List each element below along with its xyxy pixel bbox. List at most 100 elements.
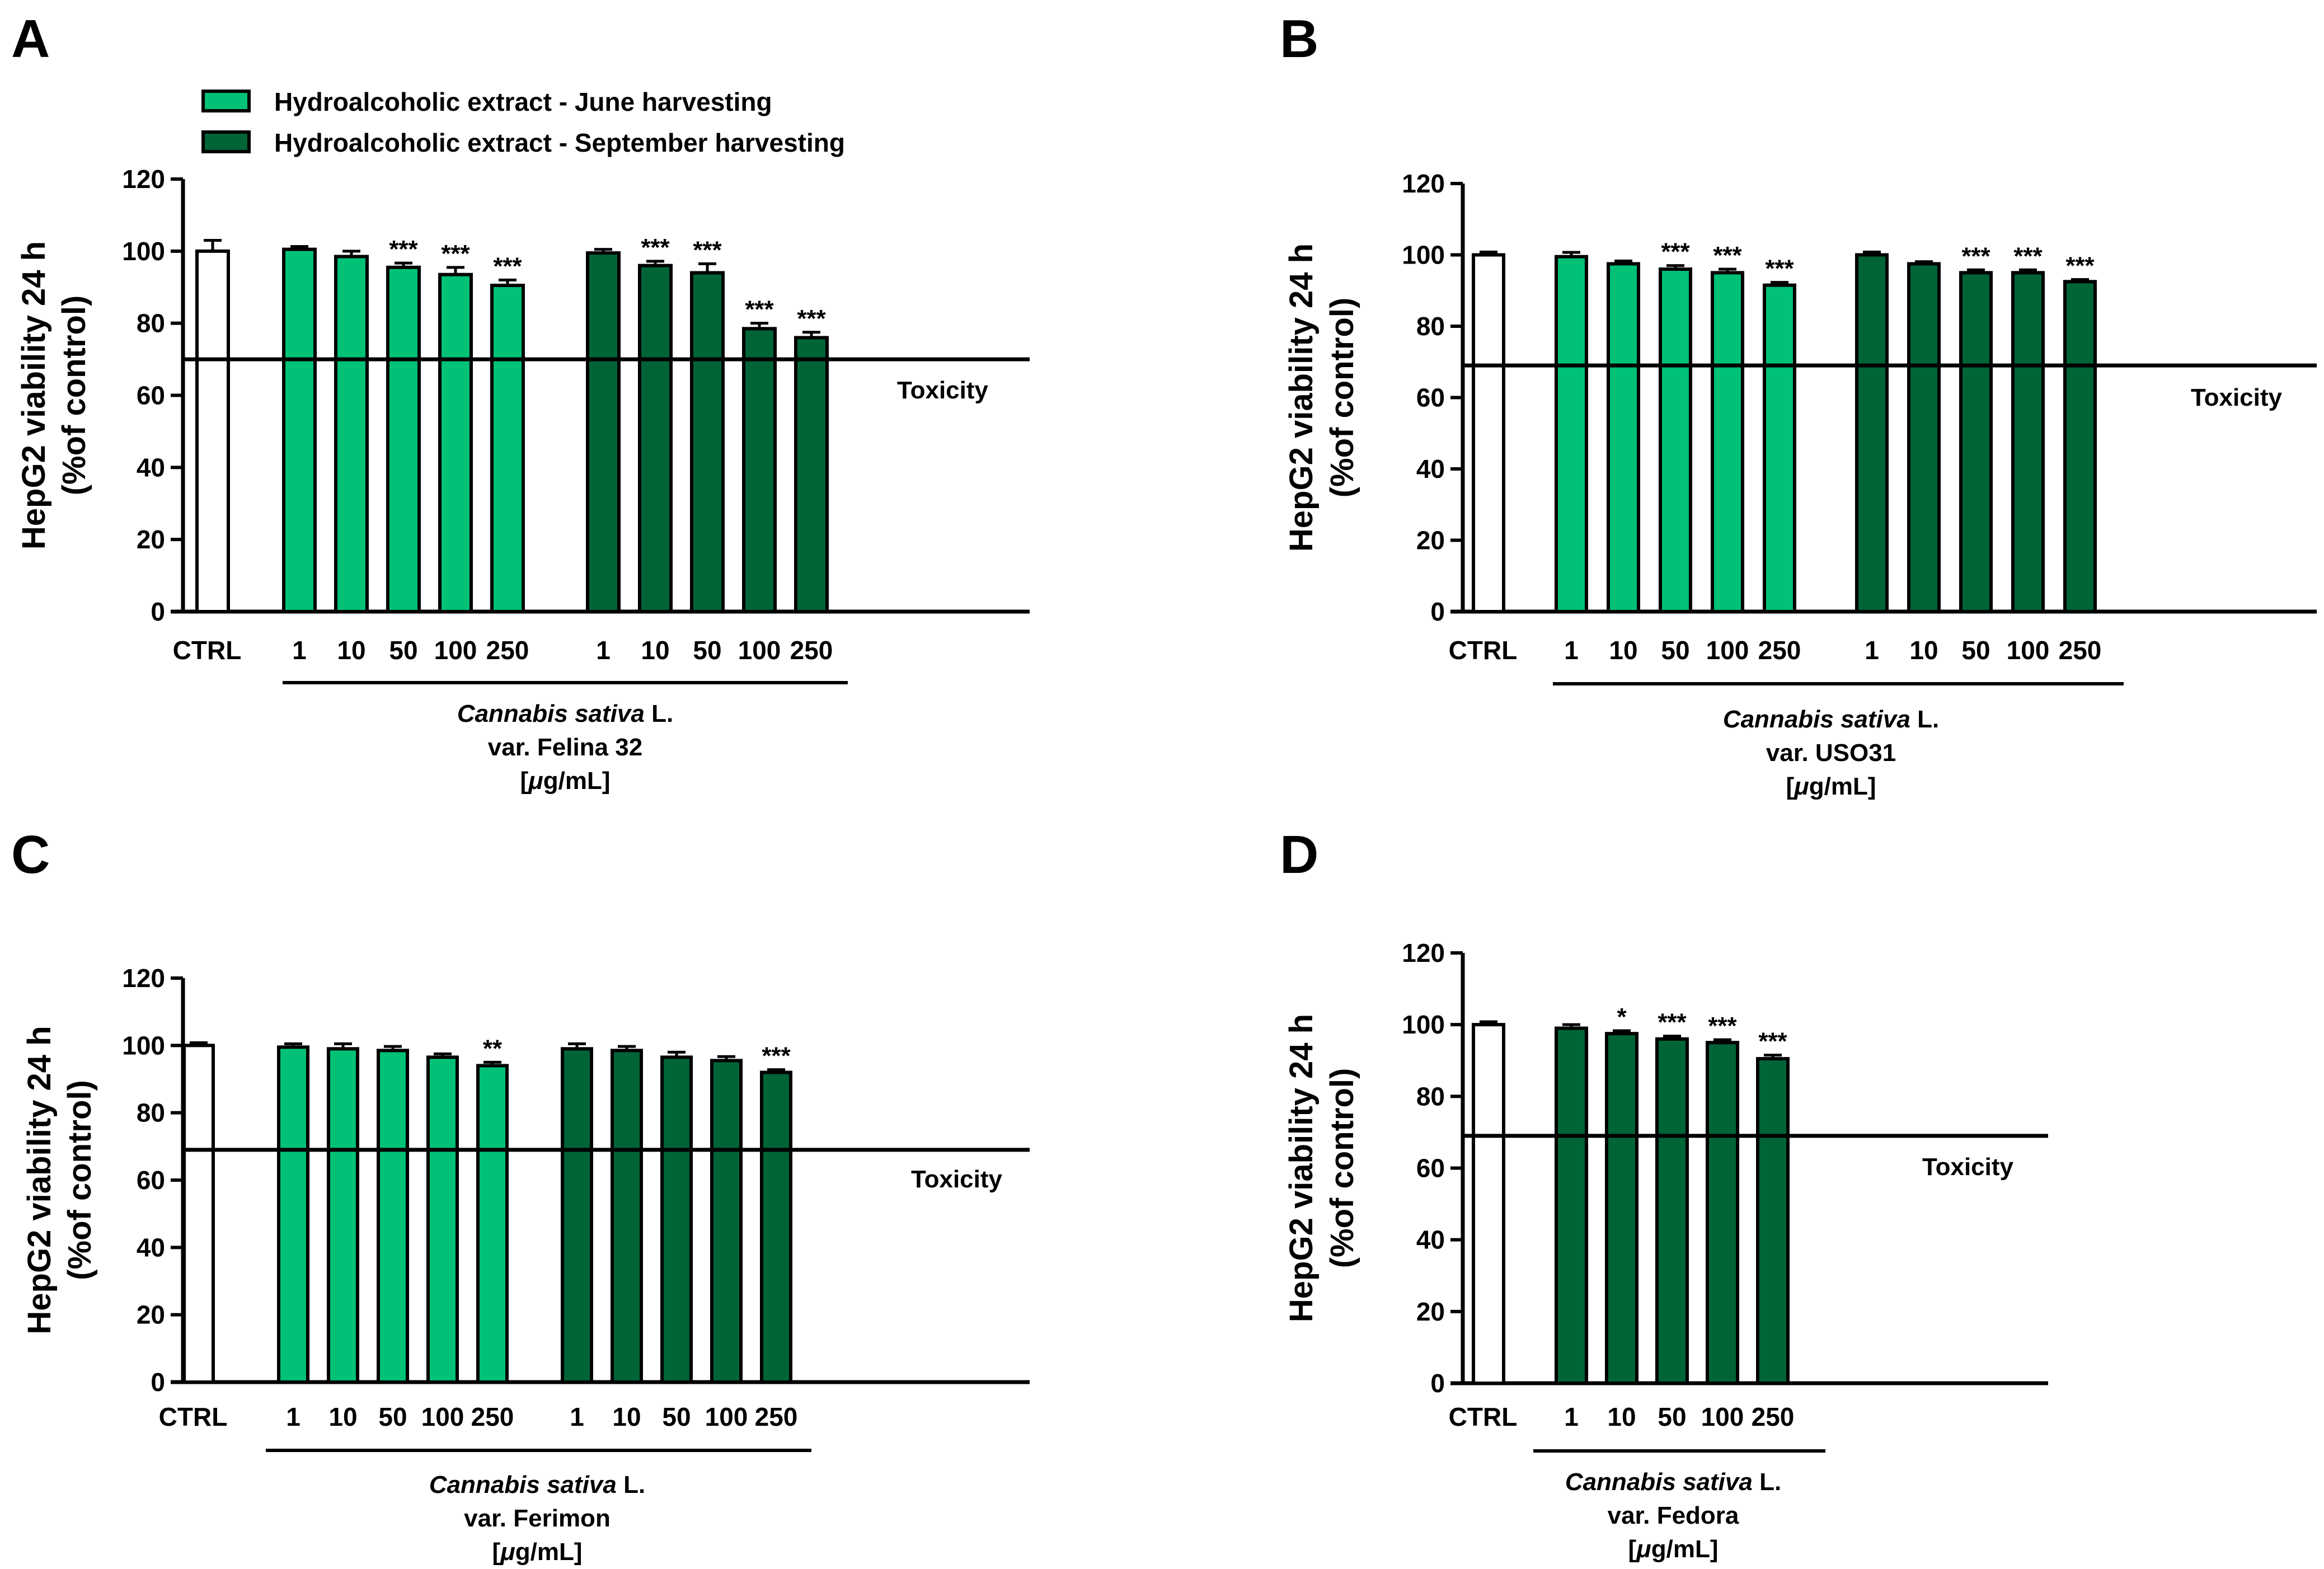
panel-letter: D — [1280, 825, 1318, 885]
x-tick-label: 250 — [1758, 636, 1801, 665]
unit-group_label_unit_mu: μ — [1793, 773, 1809, 800]
x-tick-label: 1 — [1865, 636, 1879, 665]
panel-letter: B — [1280, 9, 1318, 69]
bar-control — [1472, 253, 1505, 613]
x-tick-label-control: CTRL — [1449, 636, 1518, 665]
bar-june-50 — [377, 1049, 409, 1384]
significance-marker: *** — [493, 252, 522, 280]
group-label-variety: var. Felina 32 — [488, 734, 642, 761]
legend-label-september: Hydroalcoholic extract - September harve… — [274, 128, 845, 157]
y-tick-label: 60 — [137, 1166, 165, 1195]
x-tick-label: 250 — [2059, 636, 2102, 665]
bar-september-250 — [2063, 280, 2097, 613]
unit-bracket: [ — [1628, 1535, 1637, 1563]
unit-bracket: ] — [1868, 773, 1876, 800]
y-tick-label: 80 — [1416, 1082, 1445, 1111]
unit-group_label_unit: g/mL — [1651, 1535, 1710, 1563]
group-label-unit: [μg/mL] — [492, 1538, 583, 1566]
group-label-variety: var. Fedora — [1608, 1502, 1739, 1529]
bar-september-10 — [611, 1049, 643, 1384]
y-tick-label: 120 — [122, 964, 165, 993]
bar-september-10 — [1907, 262, 1941, 613]
significance-marker: *** — [389, 236, 418, 263]
x-tick-label: 100 — [2007, 636, 2050, 665]
y-axis-label-unit: (%of control) — [1324, 1068, 1360, 1269]
group-label-unit: [μg/mL] — [1786, 773, 1876, 800]
significance-marker: *** — [1758, 1028, 1787, 1055]
bar-september-100 — [2011, 271, 2045, 613]
bar-september-100 — [1706, 1041, 1739, 1385]
legend-swatch-september — [201, 130, 251, 153]
legend-label-june: Hydroalcoholic extract - June harvesting — [274, 87, 772, 116]
significance-marker: *** — [1661, 238, 1690, 266]
panel-c: C HepG2 viability 24 h (%of control) 0 20 40 6… — [11, 825, 1030, 1566]
x-tick-label: 250 — [790, 636, 833, 665]
bar-control — [195, 249, 230, 614]
significance-marker: *** — [797, 305, 826, 332]
y-axis-label: HepG2 viability 24 h — [1283, 243, 1320, 552]
significance-marker: *** — [1713, 242, 1742, 269]
x-tick-label: 100 — [421, 1402, 464, 1431]
y-tick-label: 40 — [137, 1233, 165, 1262]
unit-group_label_unit_mu: μ — [1635, 1535, 1651, 1563]
unit-bracket: ] — [602, 767, 611, 795]
y-axis-label-unit: (%of control) — [1324, 298, 1360, 498]
bar-june-100 — [1711, 271, 1744, 613]
species-name: Cannabis sativa — [457, 700, 645, 727]
x-tick-label: 50 — [378, 1402, 407, 1431]
x-tick-label: 10 — [1909, 636, 1938, 665]
x-tick-label: 10 — [612, 1402, 641, 1431]
significance-marker: * — [1617, 1003, 1627, 1031]
x-tick-label: 1 — [286, 1402, 301, 1431]
bar-september-1 — [561, 1047, 593, 1384]
x-tick-label: 1 — [596, 636, 611, 665]
panel-b: B HepG2 viability 24 h (%of control) 0 20 40 6… — [1280, 9, 2317, 800]
bar-september-50 — [1655, 1037, 1689, 1385]
toxicity-label: Toxicity — [1922, 1153, 2014, 1181]
species-suffix: L. — [617, 1471, 645, 1498]
x-tick-label: 50 — [693, 636, 721, 665]
group-label-species: Cannabis sativa L. — [1565, 1468, 1781, 1496]
y-tick-label: 120 — [1402, 938, 1445, 967]
y-tick-label: 60 — [1416, 1154, 1445, 1183]
bar-june-250 — [476, 1064, 509, 1384]
y-tick-label: 20 — [137, 1300, 165, 1330]
species-name: Cannabis sativa — [1565, 1468, 1753, 1496]
bar-control — [1472, 1023, 1505, 1385]
x-tick-label: 10 — [1607, 1402, 1636, 1431]
x-tick-label: 50 — [1961, 636, 1990, 665]
x-tick-label: 100 — [1706, 636, 1749, 665]
y-tick-label: 60 — [1416, 383, 1445, 412]
significance-marker: *** — [2065, 252, 2095, 279]
panel-letter: A — [11, 9, 50, 69]
bar-september-10 — [638, 264, 673, 614]
unit-bracket: ] — [1710, 1535, 1719, 1563]
y-tick-label: 120 — [1402, 169, 1445, 198]
bar-control — [182, 1044, 215, 1384]
significance-marker: *** — [1961, 242, 1990, 270]
bar-september-10 — [1605, 1032, 1638, 1385]
y-tick-label: 0 — [1430, 1369, 1445, 1398]
panel-letter: C — [11, 825, 50, 885]
toxicity-label: Toxicity — [897, 377, 989, 404]
bar-september-250 — [760, 1070, 792, 1384]
bar-june-50 — [1659, 267, 1692, 613]
bar-june-250 — [490, 284, 525, 613]
bar-september-1 — [1555, 1026, 1588, 1385]
unit-bracket: [ — [492, 1538, 501, 1566]
significance-marker: *** — [1708, 1012, 1737, 1040]
y-tick-label: 20 — [1416, 526, 1445, 555]
y-tick-label: 40 — [1416, 1225, 1445, 1255]
bar-june-100 — [438, 273, 473, 613]
group-label-variety: var. USO31 — [1766, 739, 1896, 767]
x-tick-label: 100 — [705, 1402, 748, 1431]
y-tick-label: 120 — [122, 165, 165, 194]
y-tick-label: 40 — [1416, 454, 1445, 483]
y-axis-label-unit: (%of control) — [62, 1080, 98, 1280]
x-tick-label: 1 — [570, 1402, 584, 1431]
x-tick-label: 10 — [641, 636, 669, 665]
species-suffix: L. — [645, 700, 673, 727]
unit-group_label_unit: g/mL — [1809, 773, 1868, 800]
significance-marker: *** — [762, 1042, 791, 1070]
